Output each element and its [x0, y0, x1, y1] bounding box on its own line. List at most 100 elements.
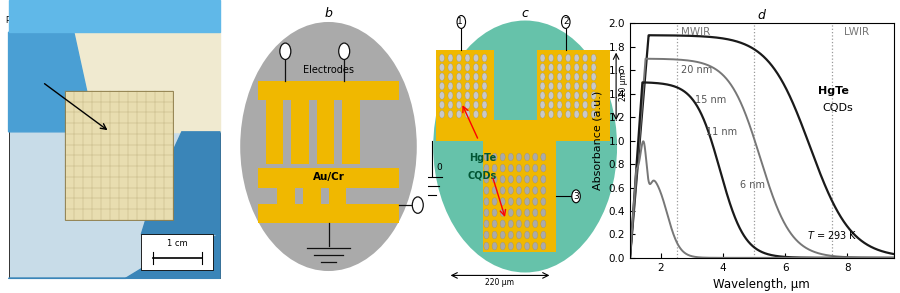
Text: MWIR: MWIR — [680, 27, 710, 37]
Circle shape — [582, 110, 588, 118]
Circle shape — [525, 176, 529, 183]
Circle shape — [582, 82, 588, 90]
Bar — [482, 141, 556, 252]
Circle shape — [574, 54, 579, 62]
Circle shape — [439, 92, 445, 99]
Circle shape — [500, 220, 505, 228]
Circle shape — [492, 220, 497, 228]
Circle shape — [456, 54, 462, 62]
Circle shape — [541, 187, 546, 194]
Circle shape — [492, 242, 497, 250]
Circle shape — [533, 220, 537, 228]
Circle shape — [541, 231, 546, 239]
Circle shape — [465, 64, 470, 71]
Circle shape — [473, 92, 479, 99]
Circle shape — [482, 101, 487, 109]
Y-axis label: Absorbance (a.u.): Absorbance (a.u.) — [593, 91, 603, 190]
Circle shape — [448, 82, 453, 90]
Circle shape — [500, 209, 505, 217]
Circle shape — [482, 64, 487, 71]
Circle shape — [540, 54, 545, 62]
Circle shape — [591, 64, 596, 71]
Circle shape — [517, 153, 521, 161]
Title: d: d — [758, 9, 766, 22]
Circle shape — [492, 209, 497, 217]
Circle shape — [517, 231, 521, 239]
Circle shape — [541, 220, 546, 228]
Circle shape — [484, 209, 489, 217]
Polygon shape — [69, 32, 220, 132]
Circle shape — [525, 220, 529, 228]
Circle shape — [484, 242, 489, 250]
Circle shape — [549, 64, 554, 71]
Circle shape — [517, 242, 521, 250]
Circle shape — [456, 64, 462, 71]
Ellipse shape — [433, 21, 617, 272]
Circle shape — [482, 54, 487, 62]
Circle shape — [508, 164, 513, 172]
Circle shape — [492, 231, 497, 239]
Text: 3: 3 — [573, 192, 579, 201]
Bar — [436, 50, 494, 123]
Bar — [258, 81, 399, 100]
Bar — [141, 234, 213, 270]
Circle shape — [482, 92, 487, 99]
Circle shape — [492, 176, 497, 183]
Circle shape — [456, 110, 462, 118]
Circle shape — [492, 153, 497, 161]
Text: 220 μm: 220 μm — [485, 278, 515, 287]
Circle shape — [582, 73, 588, 81]
Circle shape — [508, 187, 513, 194]
Circle shape — [541, 164, 546, 172]
Circle shape — [484, 187, 489, 194]
Circle shape — [549, 54, 554, 62]
Circle shape — [500, 153, 505, 161]
Circle shape — [484, 220, 489, 228]
Text: Photosensitive elements 12×12: Photosensitive elements 12×12 — [6, 16, 134, 25]
X-axis label: Wavelength, μm: Wavelength, μm — [714, 278, 810, 291]
Circle shape — [591, 110, 596, 118]
Circle shape — [582, 64, 588, 71]
Bar — [292, 100, 309, 164]
Circle shape — [500, 187, 505, 194]
Circle shape — [439, 73, 445, 81]
Circle shape — [525, 198, 529, 205]
Circle shape — [557, 92, 562, 99]
Circle shape — [557, 54, 562, 62]
Circle shape — [591, 82, 596, 90]
Bar — [9, 32, 220, 278]
Bar — [436, 120, 610, 141]
Circle shape — [541, 242, 546, 250]
Circle shape — [457, 16, 465, 28]
Circle shape — [549, 73, 554, 81]
Text: 6 nm: 6 nm — [740, 180, 765, 190]
Bar — [328, 188, 346, 223]
Circle shape — [557, 101, 562, 109]
Text: 2: 2 — [563, 17, 569, 26]
Text: 1 cm: 1 cm — [167, 239, 187, 248]
Circle shape — [525, 242, 529, 250]
Circle shape — [591, 73, 596, 81]
Ellipse shape — [240, 22, 417, 271]
Polygon shape — [9, 234, 220, 278]
Circle shape — [549, 110, 554, 118]
Circle shape — [484, 164, 489, 172]
Circle shape — [525, 153, 529, 161]
Circle shape — [517, 187, 521, 194]
Circle shape — [473, 73, 479, 81]
Circle shape — [439, 54, 445, 62]
Circle shape — [482, 110, 487, 118]
Circle shape — [540, 64, 545, 71]
Circle shape — [540, 92, 545, 99]
Circle shape — [565, 101, 571, 109]
Circle shape — [541, 198, 546, 205]
Circle shape — [565, 73, 571, 81]
Text: c: c — [522, 7, 528, 20]
Circle shape — [533, 198, 537, 205]
Circle shape — [557, 110, 562, 118]
Circle shape — [456, 73, 462, 81]
Circle shape — [540, 82, 545, 90]
Circle shape — [508, 209, 513, 217]
Text: HgTe: HgTe — [818, 86, 849, 96]
Circle shape — [562, 16, 570, 28]
